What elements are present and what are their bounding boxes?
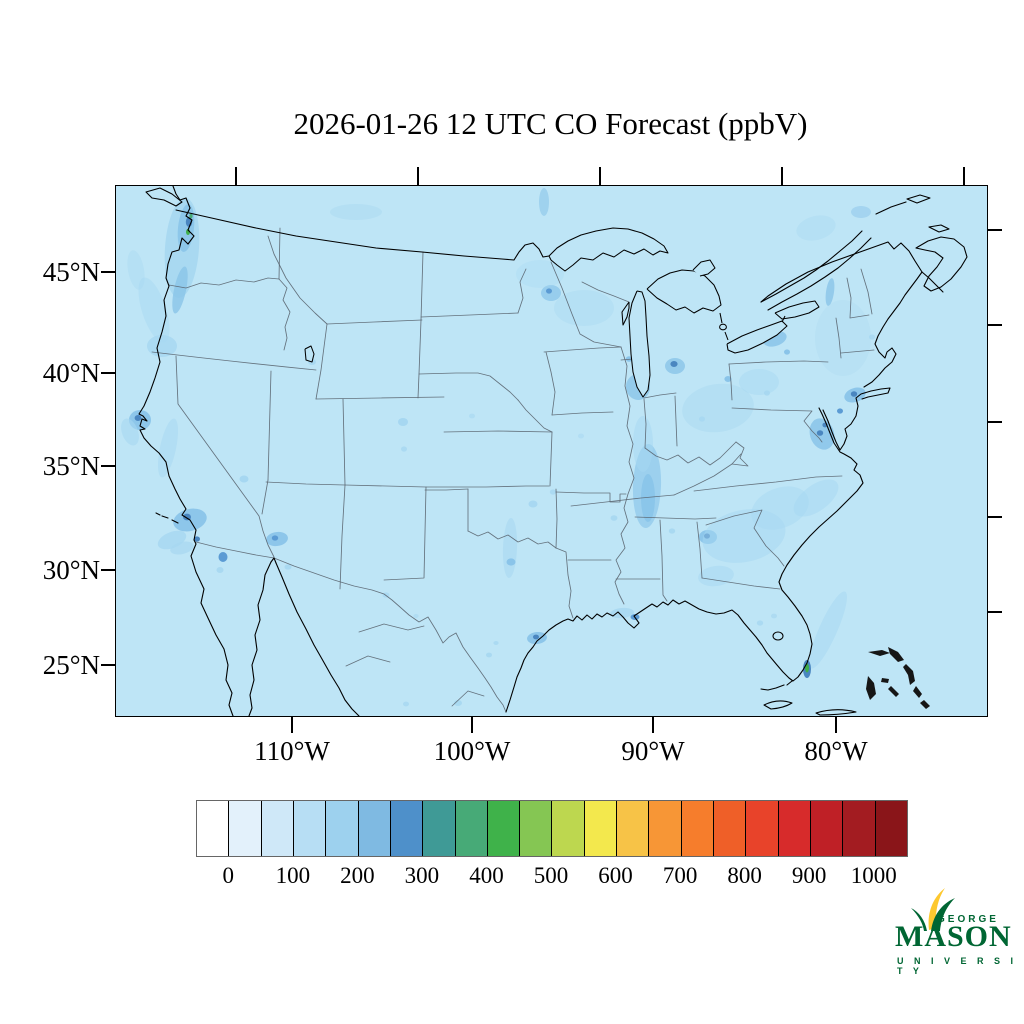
plot-title: 2026-01-26 12 UTC CO Forecast (ppbV) — [293, 106, 808, 141]
colorbar-cell — [292, 801, 326, 856]
top-tick — [235, 167, 237, 185]
gmu-logo-university: U N I V E R S I T Y — [897, 956, 1018, 976]
colorbar-cell — [648, 801, 681, 856]
colorbar-cell — [454, 801, 487, 856]
colorbar-cell — [519, 801, 552, 856]
colorbar-cell — [389, 801, 423, 856]
colorbar-cell — [616, 801, 649, 856]
lat-tick — [101, 271, 115, 273]
right-tick — [988, 421, 1002, 423]
lon-tick — [291, 717, 293, 733]
colorbar-cell — [325, 801, 358, 856]
colorbar-tick-label: 100 — [275, 863, 311, 888]
right-tick — [988, 324, 1002, 326]
lon-tick — [652, 717, 654, 733]
colorbar-cell — [486, 801, 520, 856]
colorbar-tick-label: 1000 — [850, 863, 897, 888]
top-tick — [781, 167, 783, 185]
lat-tick — [101, 569, 115, 571]
top-tick — [417, 167, 419, 185]
colorbar-cell — [842, 801, 875, 856]
lat-tick-label: 40°N — [42, 358, 100, 388]
lat-tick-label: 45°N — [42, 257, 100, 287]
right-tick — [988, 229, 1002, 231]
colorbar-cell — [228, 801, 261, 856]
gmu-logo-mason: MASON — [895, 920, 1012, 953]
colorbar-cell — [809, 801, 843, 856]
lat-tick-label: 30°N — [42, 555, 100, 585]
colorbar-tick-label: 300 — [404, 863, 440, 888]
colorbar-tick-label: 900 — [791, 863, 827, 888]
colorbar-cell — [874, 801, 907, 856]
colorbar-tick-label: 200 — [340, 863, 375, 888]
great-lakes — [304, 227, 820, 641]
colorbar-cell — [260, 801, 293, 856]
colorbar-tick-label: 500 — [533, 863, 569, 888]
colorbar-cell — [713, 801, 746, 856]
colorbar-cell — [422, 801, 455, 856]
colorbar-cell — [583, 801, 617, 856]
lon-tick-label: 90°W — [621, 736, 685, 766]
gmu-leaf-icon — [911, 888, 955, 931]
bahamas-islands — [866, 647, 930, 709]
colorbar-cell — [551, 801, 584, 856]
us-co-forecast-map — [116, 186, 987, 716]
lon-tick — [471, 717, 473, 733]
lat-tick-label: 35°N — [42, 451, 100, 481]
colorbar-cell — [197, 801, 229, 856]
colorbar-cell — [745, 801, 778, 856]
lat-tick — [101, 465, 115, 467]
right-tick — [988, 516, 1002, 518]
top-tick — [963, 167, 965, 185]
lat-tick — [101, 664, 115, 666]
colorbar-cell — [777, 801, 810, 856]
coastlines — [138, 186, 968, 716]
colorbar-tick-label: 600 — [598, 863, 633, 888]
map-frame — [115, 185, 988, 717]
lon-tick-label: 80°W — [804, 736, 868, 766]
right-tick — [988, 611, 1002, 613]
gmu-logo: GEORGE MASON U N I V E R S I T Y — [893, 888, 1021, 978]
lon-tick-label: 100°W — [433, 736, 511, 766]
lat-tick-label: 25°N — [42, 650, 100, 680]
colorbar-tick-label: 800 — [727, 863, 762, 888]
colorbar-tick-label: 400 — [469, 863, 504, 888]
lat-tick — [101, 372, 115, 374]
colorbar-tick-label: 0 — [222, 863, 235, 888]
colorbar-tick-label: 700 — [662, 863, 698, 888]
lon-tick — [835, 717, 837, 733]
colorbar-cell — [680, 801, 713, 856]
state-borders — [151, 227, 875, 713]
lon-tick-label: 110°W — [254, 736, 330, 766]
top-tick — [599, 167, 601, 185]
colorbar-cell — [357, 801, 390, 856]
colorbar — [196, 800, 908, 857]
gmu-logo-george: GEORGE — [937, 914, 999, 925]
